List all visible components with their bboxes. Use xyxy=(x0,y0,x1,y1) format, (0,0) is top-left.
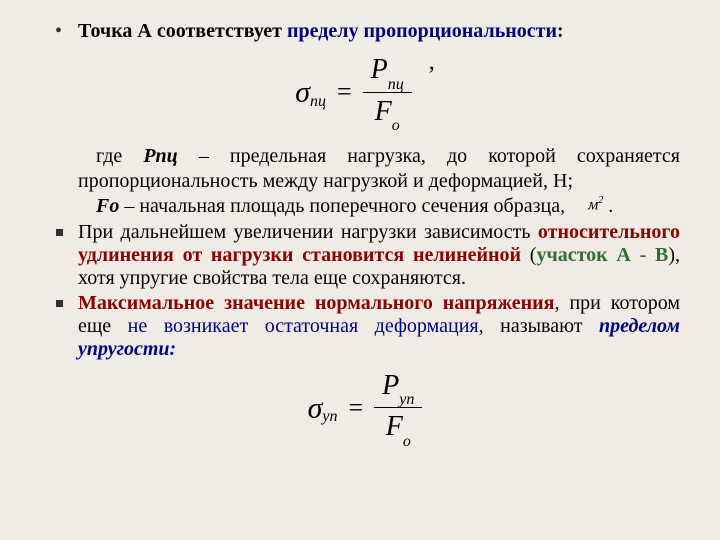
b2a: При дальнейшем увеличении нагрузки завис… xyxy=(78,221,538,243)
f2-num-sub: уп xyxy=(399,391,414,408)
bullet-elastic-limit: Максимальное значение нормального напряж… xyxy=(50,292,680,361)
para-ppc: где Рпц – предельная нагрузка, до которо… xyxy=(50,144,680,194)
bullet1-line: Точка А соответствует пределу пропорцион… xyxy=(78,20,564,42)
outer-list: Точка А соответствует пределу пропорцион… xyxy=(50,20,680,43)
f1-lhs-sub: пц xyxy=(310,93,326,110)
equals-icon: = xyxy=(337,77,352,106)
m2-base: м xyxy=(588,197,598,214)
m2-sup: 2 xyxy=(598,195,603,206)
b3d: , называют xyxy=(479,315,599,337)
b3c: не возникает остаточная деформация xyxy=(128,315,479,337)
f1-fraction: Pпц Fo xyxy=(363,53,412,132)
f1-den-sub: o xyxy=(392,117,400,134)
b1-post: : xyxy=(557,20,564,42)
slide-content: Точка А соответствует пределу пропорцион… xyxy=(0,0,720,479)
f1-den: Fo xyxy=(363,93,412,132)
p2c: . xyxy=(603,195,613,217)
p2b: – начальная площадь поперечного сечения … xyxy=(119,195,570,217)
f1-num-sub: пц xyxy=(388,76,404,93)
bullet-point-a: Точка А соответствует пределу пропорцион… xyxy=(50,20,680,43)
b1-pre: Точка А соответствует xyxy=(78,20,287,42)
p1a: где xyxy=(96,145,143,167)
f1-num: Pпц xyxy=(363,53,412,93)
f2-fraction: Pуп Fo xyxy=(374,369,422,448)
f2-lhs-sym: σ xyxy=(308,391,323,424)
f2-den-sym: F xyxy=(386,411,403,442)
p1b: Рпц xyxy=(143,145,177,167)
bullet-nonlinear: При дальнейшем увеличении нагрузки завис… xyxy=(50,221,680,290)
f2-num: Pуп xyxy=(374,369,422,409)
f2-den-sub: o xyxy=(403,433,411,450)
f1-num-sym: P xyxy=(371,54,388,85)
unit-m2: м2 xyxy=(570,195,603,215)
p2a: Fo xyxy=(96,195,119,217)
f1-trail: , xyxy=(429,49,435,76)
para-fo: Fo – начальная площадь поперечного сечен… xyxy=(50,194,680,219)
f1-den-sym: F xyxy=(375,96,392,127)
b2c: ( xyxy=(521,244,536,266)
formula-sigma-pc: σпц = Pпц Fo , xyxy=(50,53,680,132)
b3a: Максимальное значение нормального напряж… xyxy=(78,292,554,314)
b2d: участок А - В xyxy=(536,244,668,266)
equals-icon-2: = xyxy=(349,393,364,422)
f2-den: Fo xyxy=(374,408,422,447)
f2-lhs-sub: уп xyxy=(322,408,337,425)
f1-lhs-sym: σ xyxy=(295,75,310,108)
b1-hl: пределу пропорциональности xyxy=(287,20,557,42)
formula-sigma-up: σуп = Pуп Fo xyxy=(50,369,680,448)
f2-num-sym: P xyxy=(382,370,399,401)
inner-list: При дальнейшем увеличении нагрузки завис… xyxy=(50,221,680,361)
